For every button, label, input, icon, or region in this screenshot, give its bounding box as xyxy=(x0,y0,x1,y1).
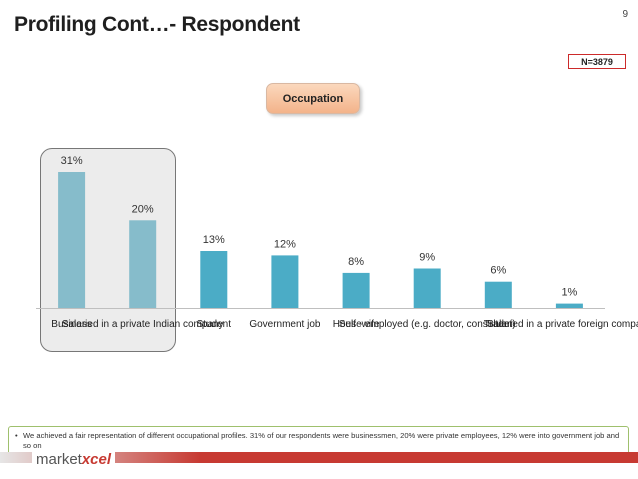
category-label: Student xyxy=(197,319,232,330)
bar xyxy=(413,268,441,308)
bar xyxy=(484,281,512,308)
bar xyxy=(129,220,157,308)
category-label: Business xyxy=(51,319,92,330)
occupation-badge: Occupation xyxy=(266,83,360,114)
bullet: • xyxy=(15,431,18,440)
bar xyxy=(555,303,583,308)
category-label: Self - employed (e.g. doctor, consultant… xyxy=(339,319,516,330)
bar xyxy=(58,172,86,308)
data-label: 20% xyxy=(132,203,154,215)
data-label: 1% xyxy=(561,287,577,299)
category-label: Housewife xyxy=(333,319,380,330)
data-label: 6% xyxy=(490,265,506,277)
bar xyxy=(271,255,299,308)
footer-text: We achieved a fair representation of dif… xyxy=(23,431,620,450)
data-label: 31% xyxy=(61,155,83,167)
bar xyxy=(200,251,228,308)
category-label: Salaried in a private Indian company xyxy=(62,319,224,330)
brand-logo-part2: xcel xyxy=(81,451,112,468)
brand-logo: marketxcel xyxy=(32,449,116,471)
page-number: 9 xyxy=(622,9,628,20)
page-title: Profiling Cont…- Respondent xyxy=(14,13,300,36)
bar xyxy=(342,272,370,308)
category-label: Trader xyxy=(484,319,514,330)
data-label: 8% xyxy=(348,256,364,268)
data-label: 12% xyxy=(274,238,296,250)
data-label: 13% xyxy=(203,234,225,246)
brand-logo-part1: market xyxy=(36,451,82,468)
category-label: Government job xyxy=(249,319,321,330)
sample-size-badge: N=3879 xyxy=(568,54,626,69)
category-label: Salaried in a private foreign company xyxy=(487,319,638,330)
data-label: 9% xyxy=(419,252,435,264)
